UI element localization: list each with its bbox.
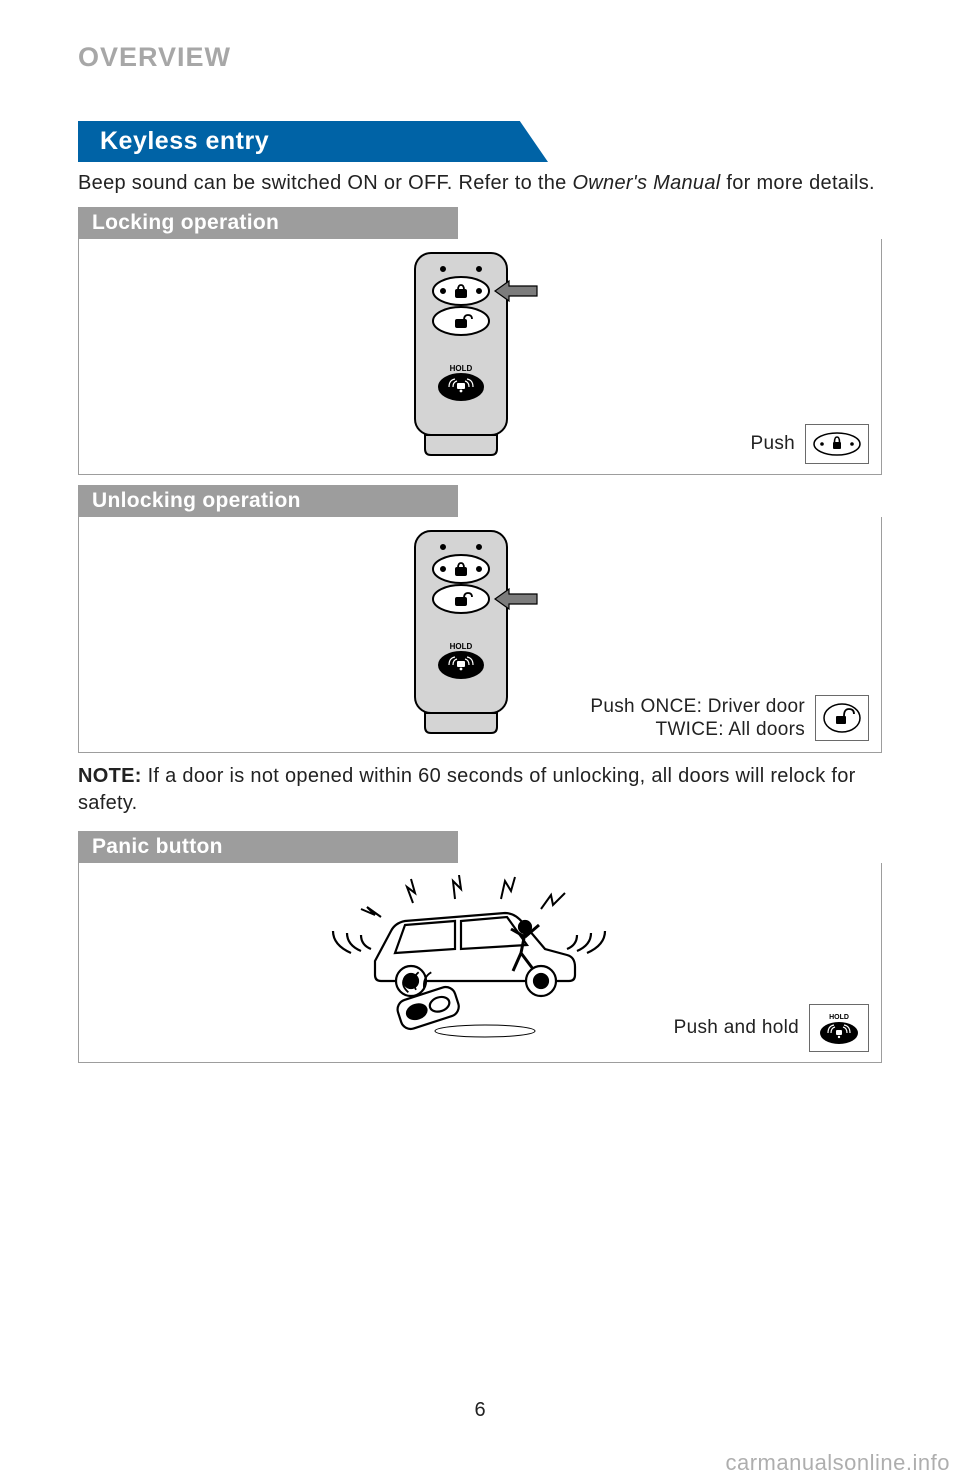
intro-em: Owner's Manual (572, 172, 720, 194)
caption-locking: Push (750, 424, 869, 464)
panel-panic: Push and hold HOLD (78, 863, 882, 1063)
section-head-unlocking: Unlocking operation (78, 485, 458, 517)
svg-text:HOLD: HOLD (829, 1014, 849, 1021)
caption-text-unlocking: Push ONCE: Driver door TWICE: All doors (590, 695, 805, 743)
svg-text:HOLD: HOLD (450, 364, 473, 373)
keyfob-svg: HOLD (405, 527, 555, 742)
caption-text-locking: Push (750, 432, 795, 456)
panic-button-box: HOLD (809, 1004, 869, 1052)
intro-paragraph: Beep sound can be switched ON or OFF. Re… (78, 170, 882, 197)
panel-unlocking: HOLD Push (78, 517, 882, 753)
intro-post: for more details. (721, 172, 875, 194)
manual-page: OVERVIEW Keyless entry Beep sound can be… (0, 0, 960, 1063)
note-text: If a door is not opened within 60 second… (78, 765, 856, 814)
caption-text-panic: Push and hold (674, 1016, 799, 1040)
caption-line1: Push ONCE: Driver door (590, 696, 805, 717)
note-label: NOTE: (78, 765, 142, 787)
panic-svg (315, 875, 645, 1043)
page-header: OVERVIEW (78, 42, 882, 73)
section-head-locking: Locking operation (78, 207, 458, 239)
lock-button-icon (812, 431, 862, 457)
panel-locking: HOLD Push (78, 239, 882, 475)
keyfob-illustration-locking: HOLD (405, 249, 555, 469)
page-number: 6 (0, 1399, 960, 1422)
section-head-panic: Panic button (78, 831, 458, 863)
panic-illustration (315, 875, 645, 1048)
topic-tab: Keyless entry (78, 121, 548, 162)
lock-button-box (805, 424, 869, 464)
caption-panic: Push and hold HOLD (674, 1004, 869, 1052)
intro-pre: Beep sound can be switched ON or OFF. Re… (78, 172, 572, 194)
watermark: carmanualsonline.info (725, 1450, 950, 1476)
caption-unlocking: Push ONCE: Driver door TWICE: All doors (590, 695, 869, 743)
unlock-button-icon (822, 702, 862, 734)
note-paragraph: NOTE: If a door is not opened within 60 … (78, 763, 882, 817)
keyfob-svg: HOLD (405, 249, 555, 464)
keyfob-illustration-unlocking: HOLD (405, 527, 555, 747)
caption-line2: TWICE: All doors (656, 719, 805, 740)
panic-button-icon: HOLD (816, 1011, 862, 1045)
svg-text:HOLD: HOLD (450, 642, 473, 651)
unlock-button-box (815, 695, 869, 741)
